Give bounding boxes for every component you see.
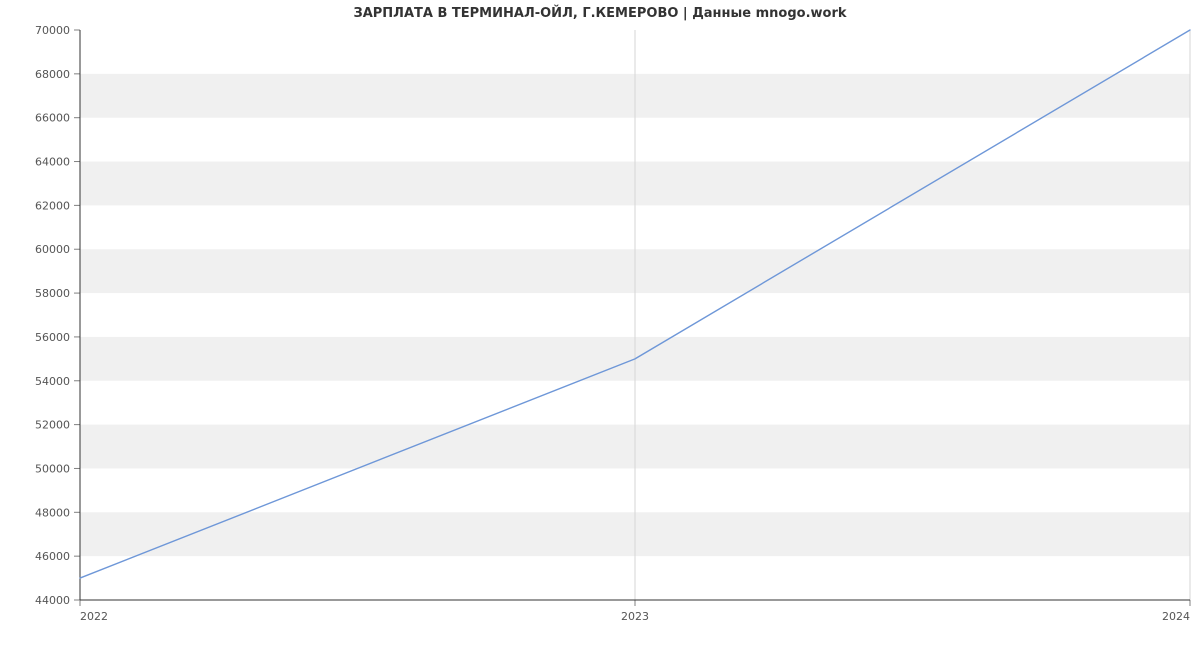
- salary-line-chart: ЗАРПЛАТА В ТЕРМИНАЛ-ОЙЛ, Г.КЕМЕРОВО | Да…: [0, 0, 1200, 650]
- x-tick-label: 2023: [621, 610, 649, 623]
- y-tick-label: 48000: [35, 506, 70, 519]
- y-tick-label: 46000: [35, 550, 70, 563]
- y-tick-label: 50000: [35, 462, 70, 475]
- y-tick-label: 62000: [35, 199, 70, 212]
- x-tick-label: 2024: [1162, 610, 1190, 623]
- x-tick-label: 2022: [80, 610, 108, 623]
- y-tick-label: 58000: [35, 287, 70, 300]
- y-tick-label: 52000: [35, 419, 70, 432]
- y-tick-label: 44000: [35, 594, 70, 607]
- y-tick-label: 66000: [35, 112, 70, 125]
- chart-title: ЗАРПЛАТА В ТЕРМИНАЛ-ОЙЛ, Г.КЕМЕРОВО | Да…: [0, 6, 1200, 21]
- y-tick-label: 70000: [35, 24, 70, 37]
- y-tick-label: 60000: [35, 243, 70, 256]
- y-tick-label: 64000: [35, 156, 70, 169]
- y-tick-label: 68000: [35, 68, 70, 81]
- y-tick-label: 54000: [35, 375, 70, 388]
- y-tick-label: 56000: [35, 331, 70, 344]
- chart-svg: 44000 46000 48000 50000 52000 54000 56000 58000…: [0, 0, 1200, 650]
